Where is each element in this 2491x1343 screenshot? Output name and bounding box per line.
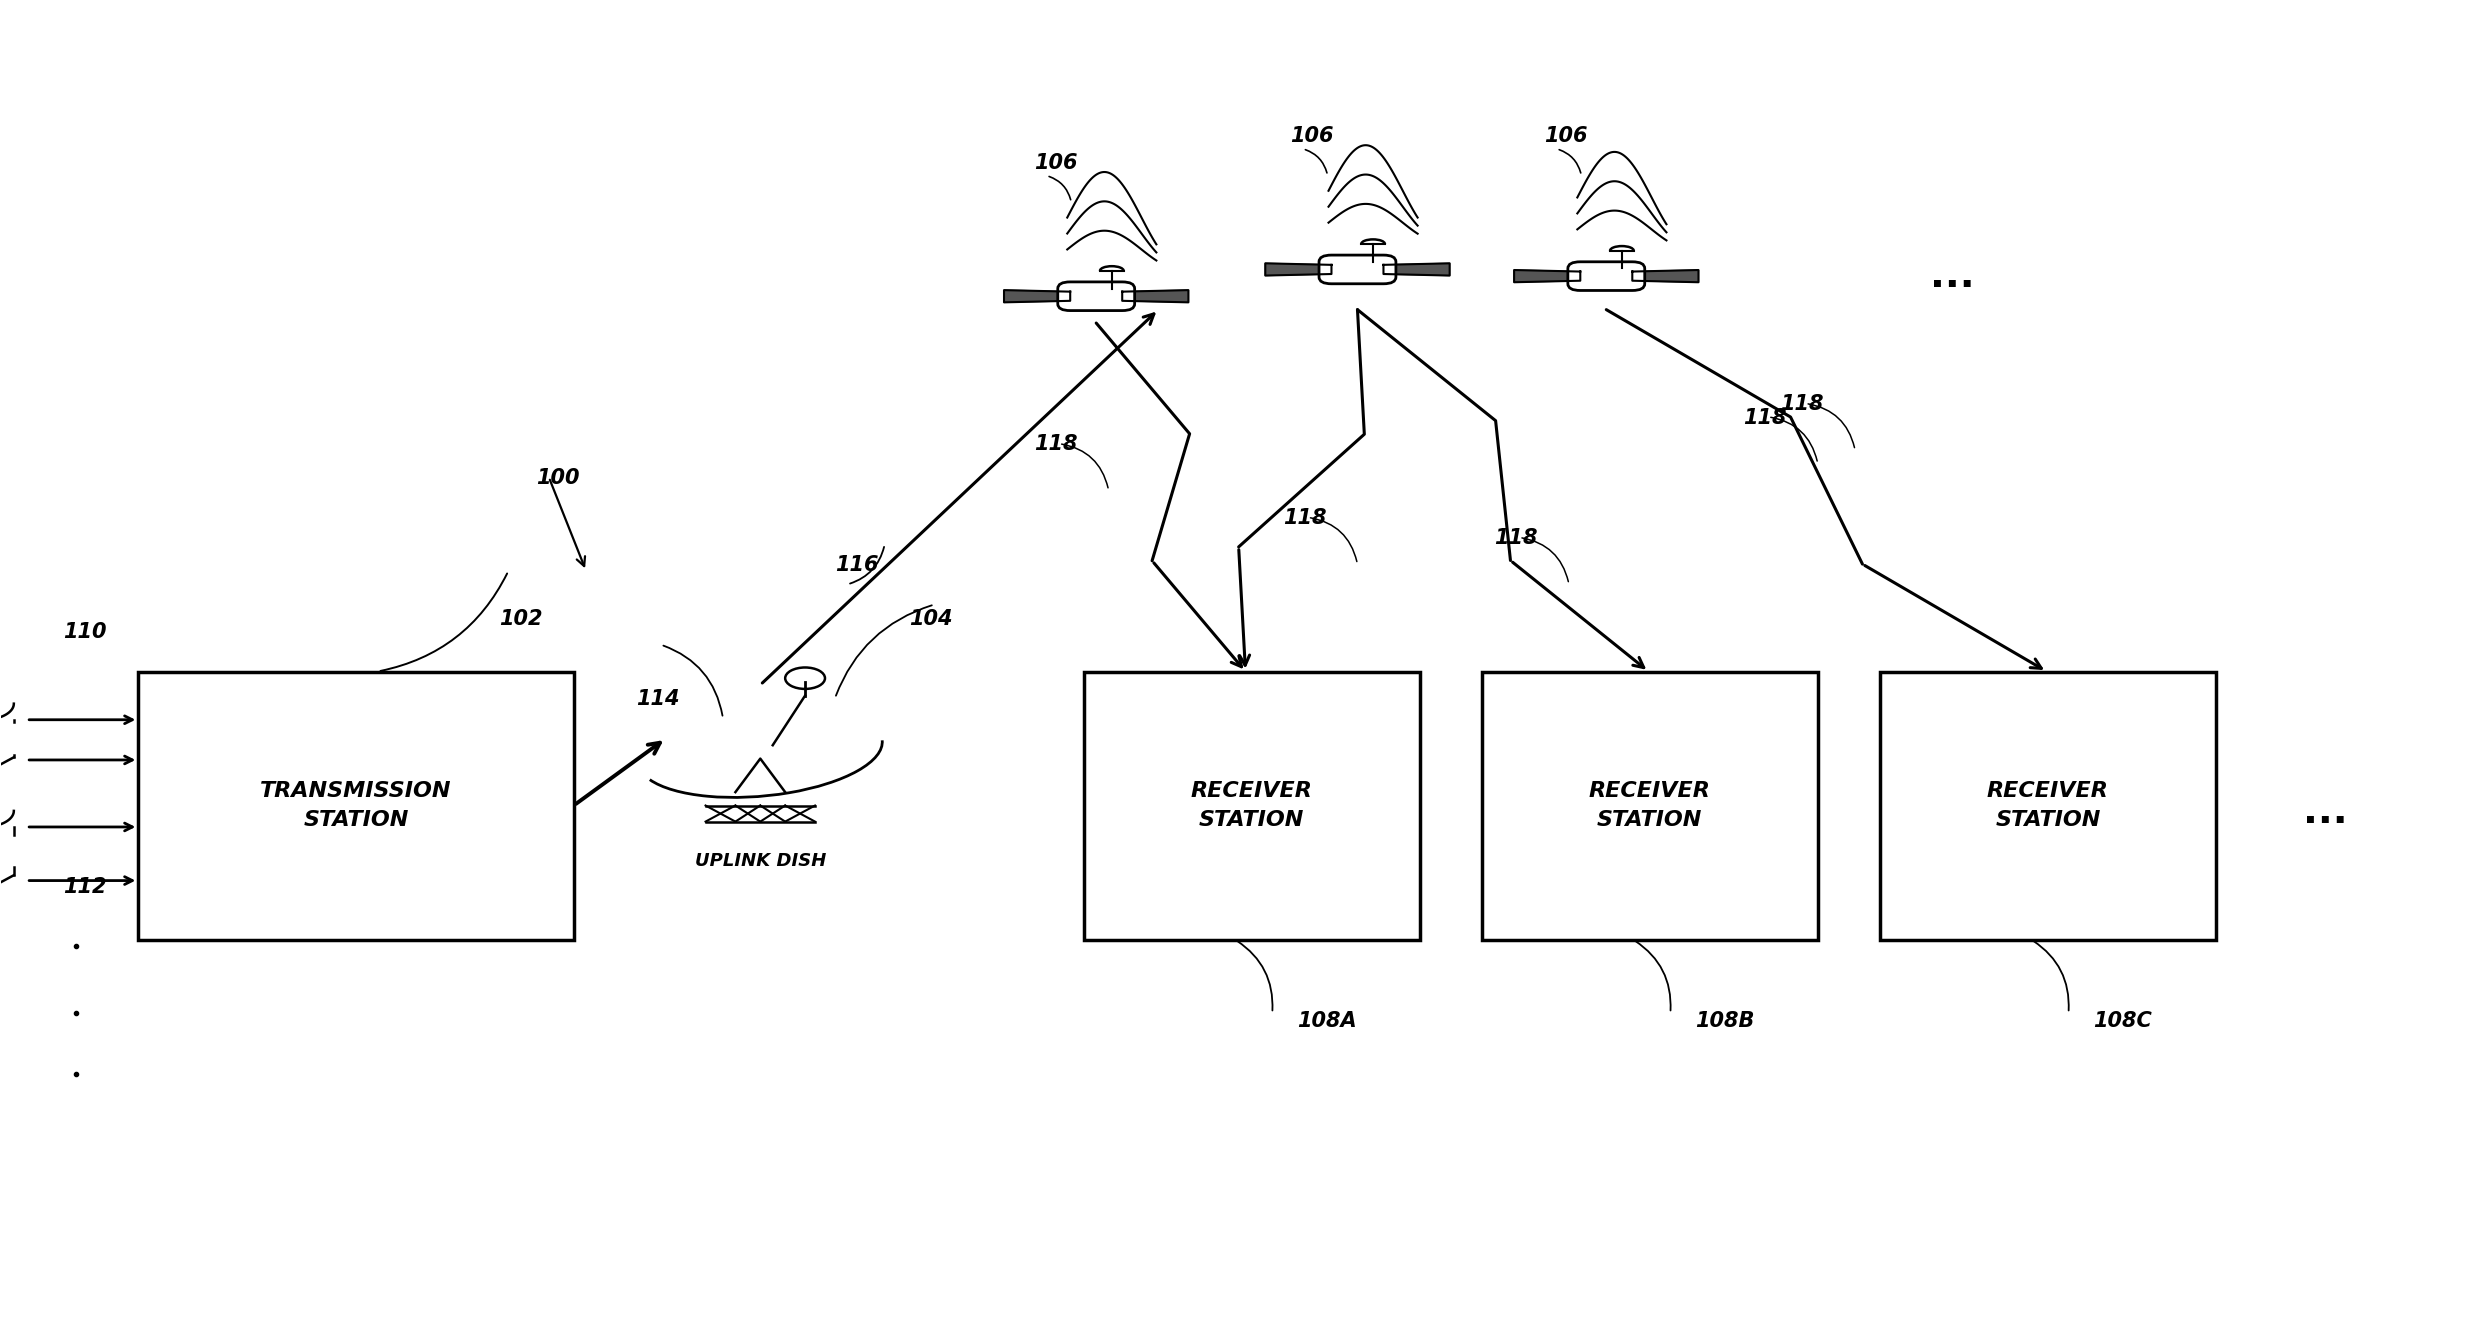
Text: 112: 112 [65, 877, 107, 897]
Text: 106: 106 [1290, 126, 1333, 146]
Text: ...: ... [1931, 257, 1975, 295]
Text: 100: 100 [536, 467, 580, 488]
Text: 118: 118 [1781, 393, 1823, 414]
Polygon shape [1123, 290, 1188, 302]
Text: 116: 116 [834, 555, 879, 575]
Text: 118: 118 [1034, 434, 1079, 454]
Text: 118: 118 [1283, 508, 1325, 528]
Text: RECEIVER
STATION: RECEIVER STATION [1988, 780, 2110, 830]
Polygon shape [1383, 263, 1450, 275]
FancyBboxPatch shape [1567, 262, 1644, 290]
Text: 118: 118 [1744, 407, 1786, 427]
Bar [1084, 672, 1420, 940]
Text: 108C: 108C [2092, 1011, 2152, 1030]
Polygon shape [1515, 270, 1579, 282]
Polygon shape [1265, 263, 1333, 275]
Bar [137, 672, 573, 940]
Text: 106: 106 [1034, 153, 1079, 173]
Text: 104: 104 [909, 608, 954, 629]
Text: RECEIVER
STATION: RECEIVER STATION [1191, 780, 1313, 830]
Polygon shape [1004, 290, 1071, 302]
Text: 108A: 108A [1298, 1011, 1358, 1030]
Text: 114: 114 [635, 689, 680, 709]
Text: 118: 118 [1495, 528, 1537, 548]
Text: 108B: 108B [1696, 1011, 1754, 1030]
FancyBboxPatch shape [1059, 282, 1133, 310]
Text: ...: ... [2304, 794, 2347, 831]
Text: 110: 110 [65, 622, 107, 642]
Text: RECEIVER
STATION: RECEIVER STATION [1589, 780, 1711, 830]
Text: 102: 102 [498, 608, 543, 629]
Text: UPLINK DISH: UPLINK DISH [695, 853, 827, 870]
Text: 106: 106 [1544, 126, 1587, 146]
Bar [1881, 672, 2217, 940]
FancyBboxPatch shape [1320, 255, 1395, 283]
Polygon shape [1632, 270, 1699, 282]
Bar [1482, 672, 1818, 940]
Text: TRANSMISSION
STATION: TRANSMISSION STATION [259, 780, 451, 830]
